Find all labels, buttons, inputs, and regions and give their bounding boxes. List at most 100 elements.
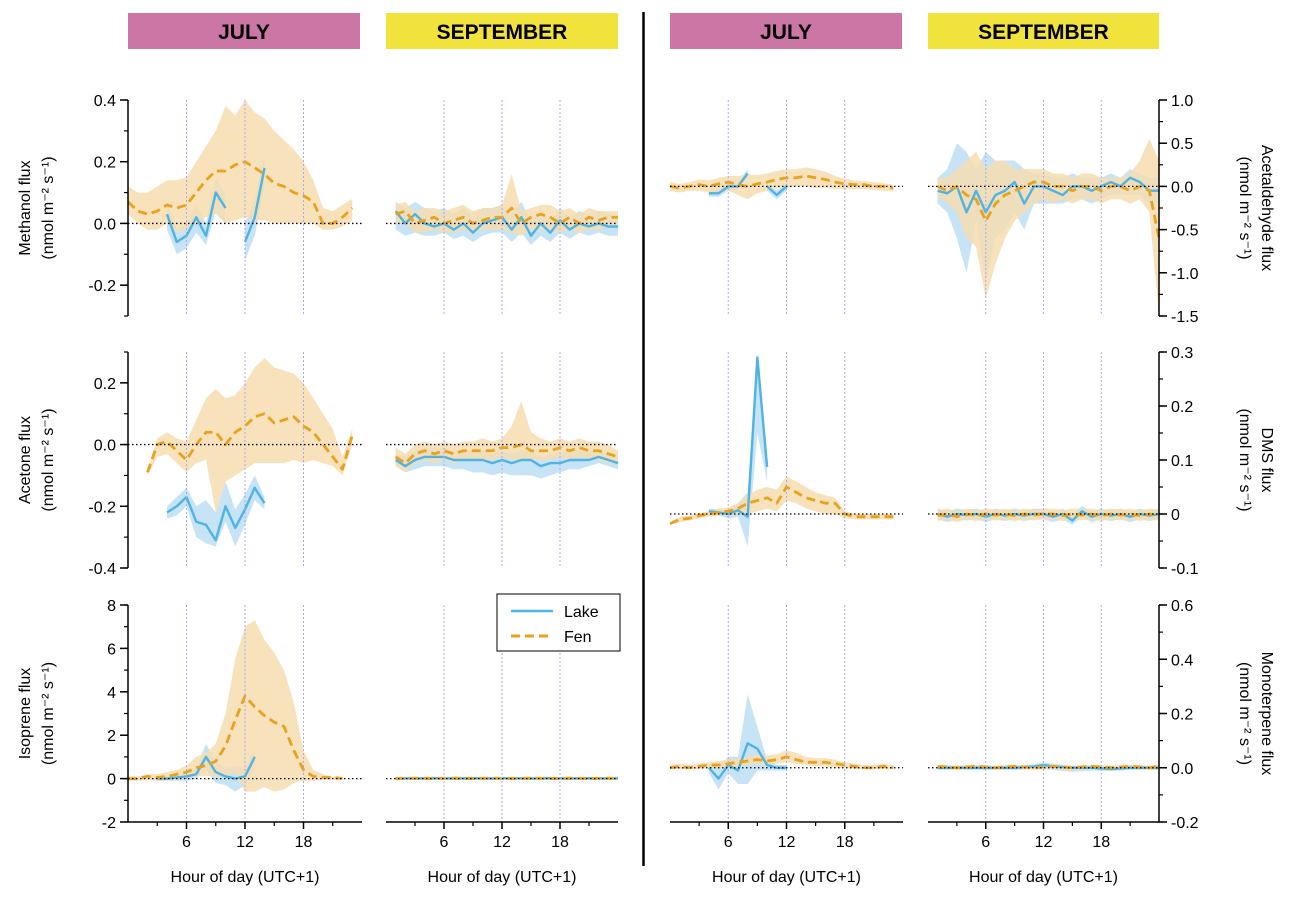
panel-4-x-axis-title: Hour of day (UTC+1): [171, 869, 320, 886]
panel-9-y-tick-label: 0: [1171, 507, 1180, 524]
banner-july-label: JULY: [218, 21, 270, 44]
banner-september-label: SEPTEMBER: [437, 21, 568, 44]
legend-box: [496, 593, 621, 652]
series-lines: [127, 160, 1161, 780]
panel-9-y-tick-label: 0.2: [1171, 399, 1193, 416]
panel-9-y-tick-label: 0.3: [1171, 345, 1193, 362]
panel-2-fen-band: [147, 358, 353, 513]
panel-5-x-tick-label: 6: [440, 834, 449, 851]
y-axis-units-4: (nmol m⁻² s⁻¹): [1236, 408, 1253, 511]
panel-4-fen-band: [128, 620, 343, 792]
panel-0-y-tick-label: 0.0: [94, 216, 116, 233]
panel-2-y-tick-label: 0.2: [94, 376, 116, 393]
panel-4-y-tick-label: 8: [107, 598, 116, 615]
banner-july-0: [128, 13, 360, 49]
panel-2-y-tick-label: -0.2: [88, 499, 116, 516]
panel-7-y-tick-label: 1.0: [1171, 93, 1193, 110]
panel-5-x-tick-label: 12: [493, 834, 511, 851]
y-axis-title-0: Methanol flux: [17, 160, 34, 255]
panel-7-y-tick-label: 0.0: [1171, 179, 1193, 196]
panel-9-y-tick-label: -0.1: [1171, 561, 1199, 578]
y-axis-title-1: Acetone flux: [17, 416, 34, 504]
y-axis-units-5: (nmol m⁻² s⁻¹): [1236, 662, 1253, 765]
panel-11-x-axis-title: Hour of day (UTC+1): [969, 869, 1118, 886]
panel-4-x-tick-label: 6: [182, 834, 191, 851]
panel-7-y-tick-label: -0.5: [1171, 223, 1199, 240]
legend-lake-label: Lake: [564, 604, 599, 621]
panel-11-y-tick-label: 0.2: [1171, 707, 1193, 724]
panel-4-y-tick-label: 0: [107, 772, 116, 789]
panel-2-lake-line: [166, 486, 266, 542]
panel-1-fen-line: [395, 206, 618, 225]
panel-10-x-axis-title: Hour of day (UTC+1): [712, 869, 861, 886]
panel-7-fen-band: [937, 138, 1159, 316]
panel-4-fen-line: [128, 694, 343, 780]
panel-11-y-tick-label: 0.6: [1171, 598, 1193, 615]
y-axis-title-3: Acetaldehyde flux: [1258, 145, 1275, 271]
banner-july-2: [670, 13, 902, 49]
panel-11-y-tick-label: 0.0: [1171, 761, 1193, 778]
y-axis-units-1: (nmol m⁻² s⁻¹): [40, 408, 57, 511]
panel-2-fen-line: [146, 412, 354, 473]
axis-labels: 0.4 0.2 0.0 -0.2 Methanol flux (nmol m⁻² s⁻¹)…: [17, 93, 1275, 886]
panel-7-y-tick-label: -1.0: [1171, 266, 1199, 283]
y-axis-title-4: DMS flux: [1258, 428, 1275, 493]
panel-0-fen-band: [128, 100, 353, 233]
panel-10-x-tick-label: 18: [836, 834, 854, 851]
panel-11-x-tick-label: 12: [1035, 834, 1053, 851]
panel-6-lake-band: [767, 182, 787, 200]
panel-10-lake-line: [707, 742, 787, 780]
legend-fen-label: Fen: [564, 629, 592, 646]
legend: Lake Fen: [496, 593, 621, 652]
y-axis-units-3: (nmol m⁻² s⁻¹): [1236, 156, 1253, 259]
panel-3-fen-band: [395, 401, 618, 473]
panel-2-y-tick-label: -0.4: [88, 561, 116, 578]
panel-10-x-tick-label: 12: [778, 834, 796, 851]
month-banners: JULY SEPTEMBER JULY SEPTEMBER: [128, 13, 1159, 49]
panel-3-lake-line: [395, 455, 619, 468]
panel-4-y-tick-label: 4: [107, 685, 116, 702]
panel-9-y-tick-label: 0.1: [1171, 453, 1193, 470]
panel-0-y-tick-label: -0.2: [88, 278, 116, 295]
panel-0-fen-line: [127, 160, 354, 225]
panel-8-lake-band: [708, 357, 768, 547]
panel-5-x-axis-title: Hour of day (UTC+1): [428, 869, 577, 886]
y-axis-units-0: (nmol m⁻² s⁻¹): [40, 156, 57, 259]
panel-4-x-tick-label: 18: [295, 834, 313, 851]
panel-0-y-tick-label: 0.2: [94, 155, 116, 172]
y-axis-units-2: (nmol m⁻² s⁻¹): [40, 662, 57, 765]
panel-6-lake-line: [708, 172, 749, 195]
panel-11-x-tick-label: 6: [981, 834, 990, 851]
panel-11-y-tick-label: -0.2: [1171, 815, 1199, 832]
panel-6-fen-band: [670, 167, 894, 200]
panel-2-lake-band: [167, 475, 265, 547]
panel-10-x-tick-label: 6: [724, 834, 733, 851]
panel-7-fen-line: [937, 180, 1161, 239]
panel-2-y-tick-label: 0.0: [94, 438, 116, 455]
panel-11-y-tick-label: 0.4: [1171, 652, 1193, 669]
panel-6-fen-line: [669, 174, 894, 190]
panel-4-lake-line: [157, 755, 256, 780]
y-axis-title-2: Isoprene flux: [17, 668, 34, 760]
y-axis-title-5: Monoterpene flux: [1258, 652, 1275, 776]
banner-september-1: [386, 13, 618, 49]
panel-3-fen-line: [394, 443, 619, 465]
panel-5-x-tick-label: 18: [551, 834, 569, 851]
banner-september-label: SEPTEMBER: [978, 21, 1109, 44]
panel-4-y-tick-label: -2: [102, 815, 116, 832]
panel-0-lake-line: [165, 191, 227, 244]
panel-0-lake-line: [243, 167, 266, 243]
panel-10-fen-line: [669, 755, 894, 770]
panel-11-fen-line: [937, 764, 1160, 770]
panel-1-fen-band: [395, 174, 618, 236]
panel-11-x-tick-label: 18: [1092, 834, 1110, 851]
panel-4-y-tick-label: 6: [107, 641, 116, 658]
panel-0-y-tick-label: 0.4: [94, 93, 116, 110]
panel-4-y-tick-label: 2: [107, 728, 116, 745]
banner-september-3: [928, 13, 1159, 49]
panel-7-y-tick-label: 0.5: [1171, 136, 1193, 153]
panel-6-lake-line: [766, 185, 788, 197]
panel-4-x-tick-label: 12: [236, 834, 254, 851]
panel-7-y-tick-label: -1.5: [1171, 309, 1199, 326]
